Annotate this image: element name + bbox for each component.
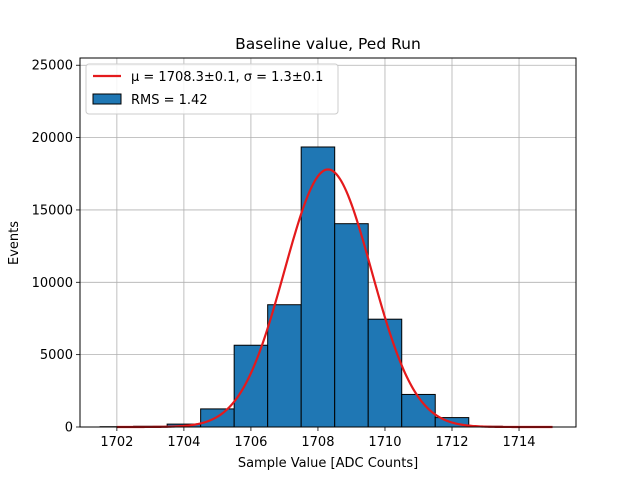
y-axis-ticks: 0 5000 10000 15000 20000 25000 (32, 59, 80, 436)
legend-hist-label: RMS = 1.42 (131, 93, 208, 108)
y-tick-label: 15000 (32, 203, 73, 218)
y-tick-label: 5000 (40, 348, 73, 363)
x-axis-ticks: 1702 1704 1706 1708 1710 1712 1714 (100, 427, 536, 450)
y-axis-label: Events (7, 221, 22, 265)
histogram-bar (367, 318, 403, 428)
gaussian-fit-curve (116, 168, 553, 429)
x-tick-label: 1712 (435, 435, 468, 450)
y-tick-label: 0 (65, 421, 73, 436)
histogram-bar (267, 304, 302, 428)
histogram-bar (334, 223, 369, 428)
y-tick-label: 10000 (32, 276, 73, 291)
legend-box (85, 63, 339, 115)
histogram-bar (300, 146, 336, 428)
y-tick-label: 25000 (32, 59, 73, 74)
chart-title: Baseline value, Ped Run (235, 35, 421, 53)
plot-frame (79, 57, 577, 428)
x-axis-label: Sample Value [ADC Counts] (238, 456, 418, 471)
legend-fit-label: μ = 1708.3±0.1, σ = 1.3±0.1 (131, 70, 323, 85)
x-tick-label: 1710 (368, 435, 401, 450)
histogram-bars (99, 146, 537, 428)
y-tick-label: 20000 (32, 131, 73, 146)
x-tick-label: 1708 (301, 435, 334, 450)
x-tick-label: 1704 (167, 435, 200, 450)
legend: μ = 1708.3±0.1, σ = 1.3±0.1 RMS = 1.42 (85, 63, 339, 115)
legend-hist-swatch (92, 93, 122, 105)
histogram-bar (233, 344, 269, 428)
x-tick-label: 1706 (234, 435, 267, 450)
x-tick-label: 1714 (502, 435, 535, 450)
x-tick-label: 1702 (100, 435, 133, 450)
